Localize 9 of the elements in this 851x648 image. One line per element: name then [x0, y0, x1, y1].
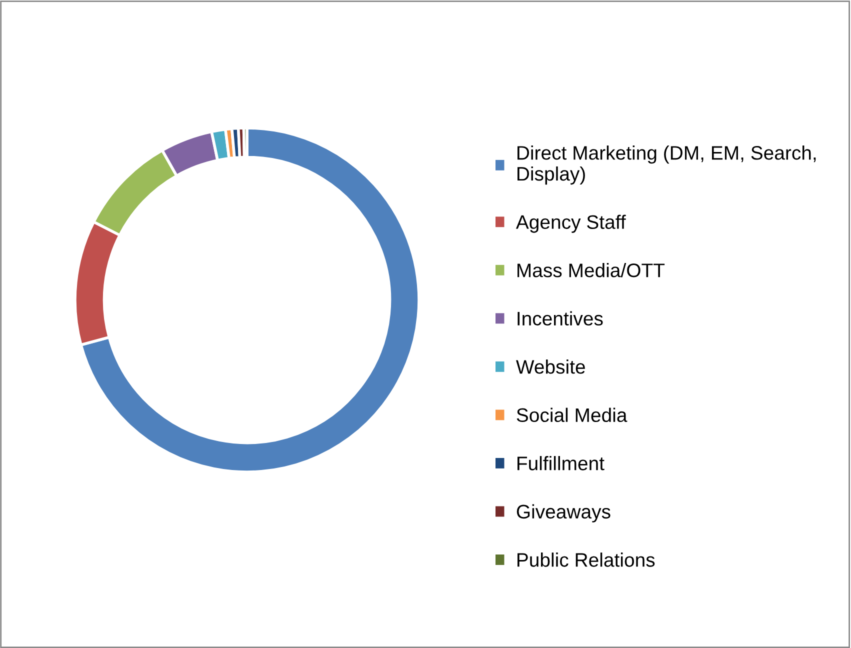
legend-label: Direct Marketing (DM, EM, Search, Display): [518, 146, 816, 185]
legend-label: Fulfillment: [518, 456, 604, 470]
legend-label: Public Relations: [518, 552, 655, 567]
legend-label: Social Media: [516, 408, 628, 422]
legend-label: Mass Media/OTT: [518, 262, 665, 278]
legend-label: Incentives: [518, 311, 603, 326]
legend-label: Website: [516, 360, 585, 374]
legend-label: Giveaways: [516, 504, 610, 522]
legend-label: Agency Staff: [516, 214, 626, 233]
